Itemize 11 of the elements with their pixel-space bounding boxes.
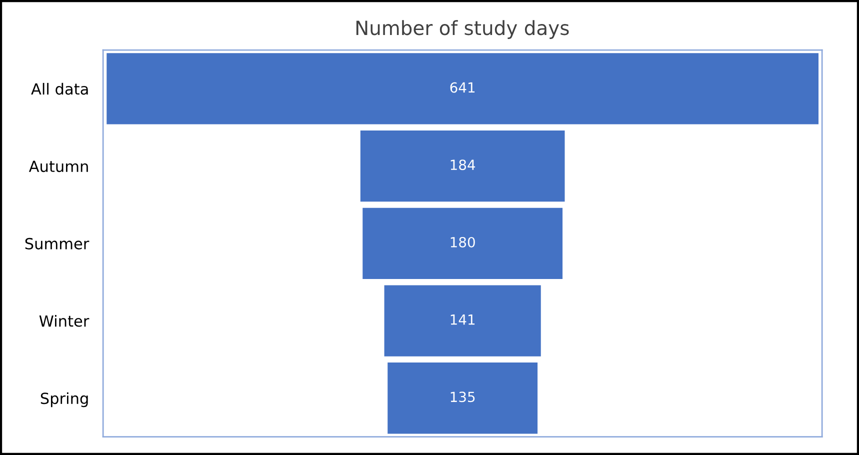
category-label: Winter	[39, 314, 90, 327]
category-label: All data	[31, 82, 88, 95]
text: Number of study days	[356, 20, 569, 39]
data-label: 180	[450, 236, 475, 248]
data-label: 141	[450, 314, 475, 325]
data-label: 184	[450, 160, 476, 170]
data-label: 135	[450, 392, 475, 402]
data-label: 641	[450, 82, 475, 93]
category-label: Autumn	[28, 160, 88, 172]
category-label: Summer	[25, 238, 90, 250]
category-label: Spring	[40, 392, 88, 408]
